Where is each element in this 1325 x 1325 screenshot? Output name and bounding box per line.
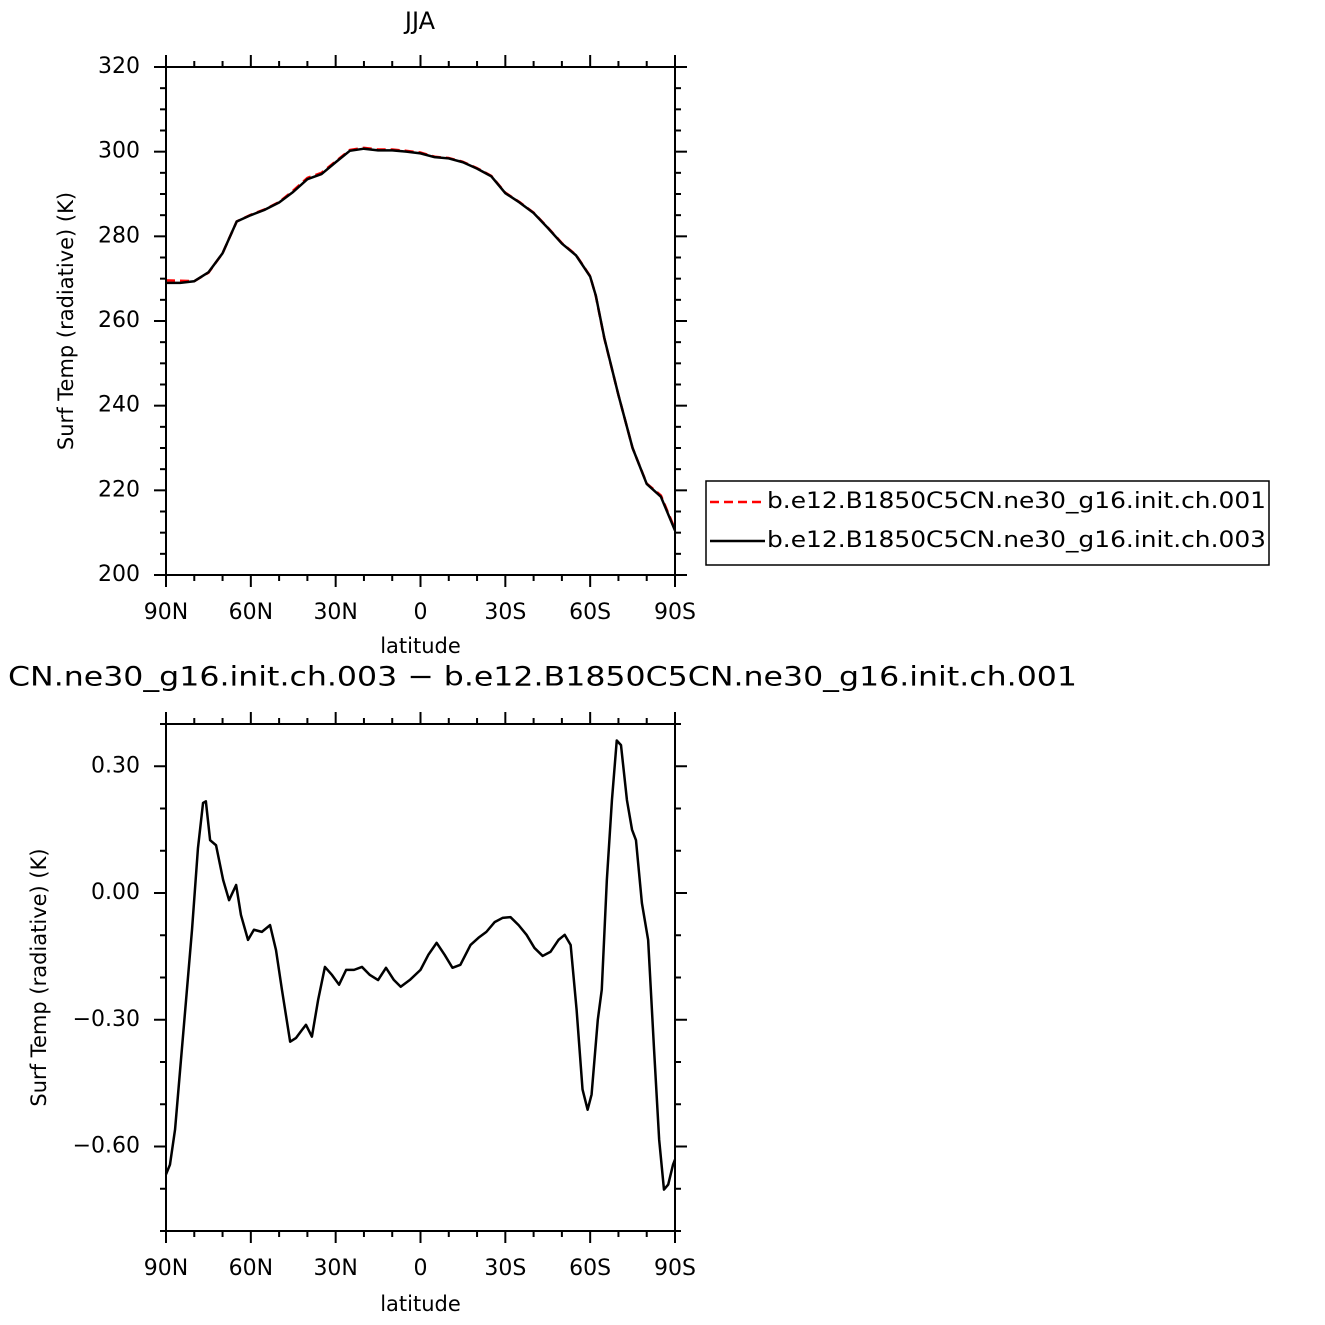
y-tick-label: 300 (98, 139, 140, 164)
y-axis-label: Surf Temp (radiative) (K) (27, 848, 51, 1106)
y-tick-label: 240 (98, 393, 140, 418)
y-tick-label: 220 (98, 477, 140, 502)
y-tick-label: 320 (98, 54, 140, 79)
y-axis-label: Surf Temp (radiative) (K) (54, 192, 78, 450)
data-line (164, 739, 677, 1191)
x-tick-label: 60N (229, 1256, 273, 1281)
legend-label: b.e12.B1850C5CN.ne30_g16.init.ch.001 (767, 489, 1266, 514)
legend-label: b.e12.B1850C5CN.ne30_g16.init.ch.003 (767, 528, 1266, 553)
x-axis-label: latitude (380, 634, 461, 658)
chart-title: JJA (403, 7, 436, 35)
y-tick-label: 0.00 (91, 880, 140, 905)
x-tick-label: 30S (484, 600, 526, 625)
x-tick-label: 60N (229, 600, 273, 625)
y-tick-label: −0.60 (73, 1134, 140, 1159)
x-tick-label: 30N (313, 600, 357, 625)
legend-box (705, 480, 1270, 566)
x-tick-label: 60S (569, 600, 611, 625)
chart-title: CN.ne30_g16.init.ch.003 − b.e12.B1850C5C… (8, 662, 1077, 693)
x-tick-label: 0 (414, 600, 428, 625)
x-tick-label: 90N (144, 600, 188, 625)
y-tick-label: 200 (98, 562, 140, 587)
y-tick-label: −0.30 (73, 1007, 140, 1032)
data-line (165, 146, 677, 530)
y-tick-label: 0.30 (91, 753, 140, 778)
x-tick-label: 60S (569, 1256, 611, 1281)
x-tick-label: 30N (313, 1256, 357, 1281)
x-tick-label: 90S (654, 1256, 696, 1281)
x-tick-label: 0 (414, 1256, 428, 1281)
x-tick-label: 90N (144, 1256, 188, 1281)
y-tick-label: 260 (98, 308, 140, 333)
data-line (166, 147, 677, 532)
plot-frame (165, 723, 676, 1232)
x-tick-label: 30S (484, 1256, 526, 1281)
y-tick-label: 280 (98, 223, 140, 248)
x-tick-label: 90S (654, 600, 696, 625)
plot-frame (165, 66, 676, 576)
x-axis-label: latitude (380, 1292, 461, 1316)
